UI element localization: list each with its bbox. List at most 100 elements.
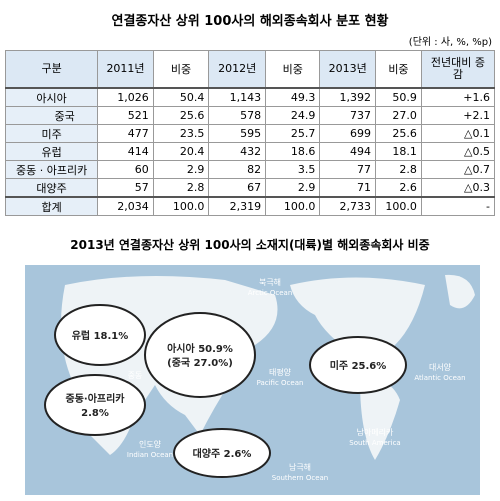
cell: 595 (208, 124, 267, 143)
cell: 414 (97, 142, 154, 161)
bubble (173, 428, 271, 478)
column-header: 2013년 (319, 50, 376, 89)
cell: 23.5 (152, 124, 210, 143)
bubble-label: 중동·아프리카 (66, 392, 126, 405)
bubble-label: 대양주 2.6% (193, 447, 252, 460)
cell: 3.5 (265, 160, 321, 179)
cell: 50.4 (152, 87, 210, 107)
column-header: 비중 (265, 50, 321, 89)
header-row: 구분 2011년 비중 2012년 비중 2013년 비중 전년대비 증감 (4, 50, 496, 89)
row-label: 합계 (4, 196, 99, 216)
ocean-label: 대서양 (429, 363, 452, 372)
cell: 20.4 (152, 142, 210, 161)
cell: +2.1 (420, 106, 496, 125)
ocean-label: Southern Ocean (272, 474, 328, 482)
bubble-label: 미주 25.6% (330, 359, 387, 372)
cell: △0.1 (420, 124, 496, 143)
cell: △0.5 (420, 142, 496, 161)
ocean-label: 태평양 (269, 367, 292, 377)
row-label: 대양주 (4, 178, 99, 198)
cell: 2.9 (152, 160, 210, 179)
cell: +1.6 (420, 87, 496, 107)
cell: 71 (319, 178, 376, 198)
cell: 77 (319, 160, 376, 179)
column-header: 전년대비 증감 (420, 50, 496, 89)
cell: 2,733 (319, 196, 376, 216)
ocean-label: Indian Ocean (127, 451, 173, 459)
table-row: 합계 2,034 100.0 2,319 100.0 2,733 100.0- (4, 196, 496, 216)
cell: 2.6 (374, 178, 422, 198)
ocean-label: 북극해 (259, 277, 281, 287)
ocean-label: South America (349, 439, 400, 447)
table-row: 중국 521 25.6 578 24.9 737 27.0 +2.1 (4, 106, 496, 125)
column-header: 구분 (4, 50, 99, 89)
cell: - (420, 196, 496, 216)
row-label: 중동 · 아프리카 (4, 160, 99, 179)
column-header: 비중 (152, 50, 210, 89)
cell: 57 (97, 178, 154, 198)
row-label: 중국 (4, 106, 99, 125)
table-row: 대양주 57 2.8 67 2.9 71 2.6 △0.3 (4, 178, 496, 198)
bubble (54, 304, 146, 366)
bubble-label: 유럽 18.1% (72, 329, 129, 342)
cell: 18.6 (265, 142, 321, 161)
cell: △0.7 (420, 160, 496, 179)
map-title: 2013년 연결종자산 상위 100사의 소재지(대륙)별 해외종속회사 비중 (70, 238, 430, 252)
bubble-label: 아시아 50.9% (167, 342, 233, 355)
cell: 578 (208, 106, 267, 125)
ocean-label: 남아메리카 (357, 427, 394, 437)
cell: 18.1 (374, 142, 422, 161)
bubble-label: 2.8% (81, 408, 109, 419)
table-row: 유럽 414 20.4 432 18.6 494 18.1 △0.5 (4, 142, 496, 161)
cell: 737 (319, 106, 376, 125)
unit: (단위 : 사, %, %p) (408, 37, 492, 48)
cell: 432 (208, 142, 267, 161)
table-row: 아시아 1,026 50.4 1,143 49.3 1,392 50.9 +1.6 (4, 87, 496, 107)
cell: 50.9 (374, 87, 422, 107)
cell: 27.0 (374, 106, 422, 125)
cell: 100.0 (265, 196, 321, 216)
cell: 1,026 (97, 87, 154, 107)
cell: 49.3 (265, 87, 321, 107)
cell: 1,392 (319, 87, 376, 107)
cell: 25.6 (374, 124, 422, 143)
cell: 1,143 (208, 87, 267, 107)
row-label: 유럽 (4, 142, 99, 161)
ocean-label: Atlantic Ocean (414, 374, 465, 382)
cell: 2.9 (265, 178, 321, 198)
map: 북극해 Arctic Ocean 대서양 Atlantic Ocean 태평양 Pacif… (25, 265, 480, 495)
bubble (44, 374, 146, 436)
table-row: 중동 · 아프리카 60 2.9 82 3.5 77 2.8 △0.7 (4, 160, 496, 179)
cell: △0.3 (420, 178, 496, 198)
cell: 2.8 (152, 178, 210, 198)
column-header: 2011년 (97, 50, 154, 89)
cell: 100.0 (152, 196, 210, 216)
row-label: 아시아 (4, 87, 99, 107)
cell: 60 (97, 160, 154, 179)
cell: 521 (97, 106, 154, 125)
cell: 699 (319, 124, 376, 143)
cell: 25.6 (152, 106, 210, 125)
cell: 494 (319, 142, 376, 161)
cell: 82 (208, 160, 267, 179)
cell: 2.8 (374, 160, 422, 179)
ocean-label: 남극해 (289, 462, 311, 472)
title: 연결종자산 상위 100사의 해외종속회사 분포 현황 (111, 14, 389, 29)
bubble-label: (중국 27.0%) (167, 357, 233, 369)
ocean-label: Arctic Ocean (248, 289, 293, 297)
row-label: 미주 (4, 124, 99, 143)
cell: 2,034 (97, 196, 154, 216)
ocean-label: 중동 (128, 371, 143, 380)
bubble (309, 336, 407, 394)
ocean-label: Pacific Ocean (257, 379, 304, 387)
cell: 100.0 (374, 196, 422, 216)
column-header: 비중 (374, 50, 422, 89)
cell: 25.7 (265, 124, 321, 143)
ocean-label: 인도양 (139, 439, 162, 449)
bubble (144, 312, 256, 398)
column-header: 2012년 (208, 50, 267, 89)
cell: 67 (208, 178, 267, 198)
table: 구분 2011년 비중 2012년 비중 2013년 비중 전년대비 증감 아시아 1,026 50… (4, 50, 496, 216)
cell: 2,319 (208, 196, 267, 216)
